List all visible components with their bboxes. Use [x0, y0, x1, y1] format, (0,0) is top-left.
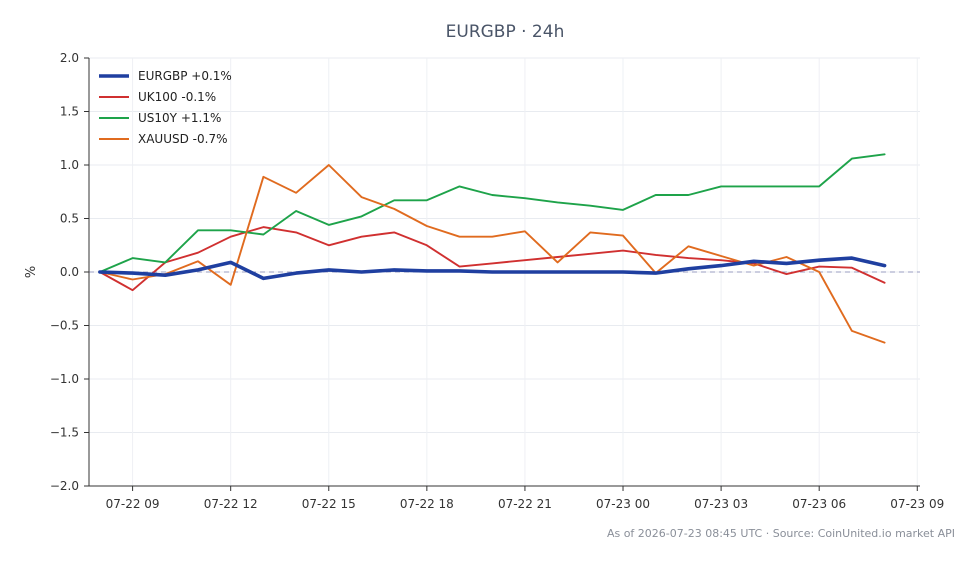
x-axis: 07-22 09 07-22 12 07-22 15 07-22 18 07-22 21… [89, 485, 944, 511]
x-tick-label: 07-22 15 [302, 497, 356, 511]
legend-entry-label: XAUUSD -0.7% [138, 132, 227, 146]
series-lines [98, 153, 887, 344]
series-line-us10y [98, 153, 886, 273]
y-tick-label: −1.0 [50, 372, 79, 386]
series-line-uk100 [98, 226, 886, 292]
legend: EURGBP +0.1% UK100 -0.1% US10Y +1.1% XAUUSD… [99, 69, 232, 146]
x-tick-label: 07-22 12 [204, 497, 258, 511]
x-tick-label: 07-23 00 [596, 497, 650, 511]
x-tick-label: 07-23 06 [792, 497, 846, 511]
x-tick-label: 07-22 09 [106, 497, 160, 511]
x-tick-label: 07-22 18 [400, 497, 454, 511]
footer-source-note: As of 2026-07-23 08:45 UTC · Source: Coi… [607, 527, 955, 540]
y-tick-label: 0.5 [60, 212, 79, 226]
x-tick-label: 07-23 03 [694, 497, 748, 511]
y-tick-label: −0.5 [50, 319, 79, 333]
x-tick-label: 07-23 09 [890, 497, 944, 511]
y-tick-label: −2.0 [50, 479, 79, 493]
series-line-eurgbp [98, 256, 887, 281]
series-line-xauusd [98, 164, 886, 344]
y-tick-label: −1.5 [50, 426, 79, 440]
legend-entry-label: EURGBP +0.1% [138, 69, 232, 83]
legend-entry-label: US10Y +1.1% [138, 111, 221, 125]
chart-title: EURGBP · 24h [446, 22, 565, 42]
y-axis-label: % [24, 266, 39, 278]
legend-entry-label: UK100 -0.1% [138, 90, 216, 104]
y-axis: 2.0 1.5 1.0 0.5 0.0 −0.5 −1.0 −1.5 −2.0 [50, 51, 90, 493]
x-tick-label: 07-22 21 [498, 497, 552, 511]
y-tick-label: 2.0 [60, 51, 79, 65]
y-tick-label: 1.5 [60, 105, 79, 119]
y-tick-label: 0.0 [60, 265, 79, 279]
y-tick-label: 1.0 [60, 158, 79, 172]
